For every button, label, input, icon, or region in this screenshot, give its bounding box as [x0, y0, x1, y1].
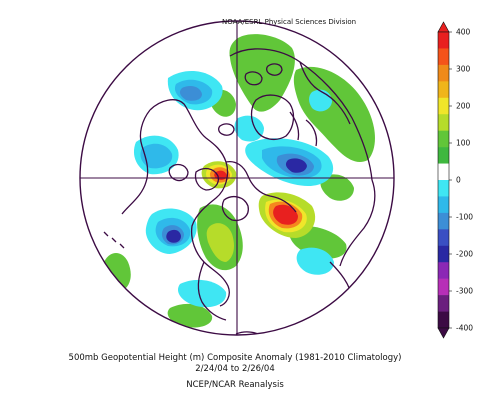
colorbar-top-arrow [437, 21, 450, 33]
colorbar-label: -300 [456, 286, 474, 296]
anomaly-field [102, 34, 375, 328]
colorbar-label: 300 [456, 64, 471, 74]
colorbar-swatch [438, 229, 449, 247]
colorbar-swatch [438, 81, 449, 99]
colorbar-label: -100 [456, 212, 474, 222]
colorbar-swatch [438, 147, 449, 164]
colorbar-swatch [438, 311, 449, 329]
colorbar-swatch [438, 212, 449, 230]
negative-strong-regions [166, 158, 307, 243]
colorbar-label: 0 [456, 175, 461, 185]
colorbar-label: 400 [456, 27, 471, 37]
colorbar-swatch [438, 48, 449, 66]
colorbar-swatch [438, 180, 449, 197]
colorbar-label: -200 [456, 249, 474, 259]
colorbar-swatch [438, 64, 449, 82]
coastlines [103, 48, 376, 335]
colorbar-swatch [438, 32, 449, 49]
colorbar-swatch [438, 114, 449, 131]
globe-outline [79, 20, 395, 336]
colorbar-swatch [438, 97, 449, 115]
colorbar-swatch [438, 262, 449, 279]
figure-title: 500mb Geopotential Height (m) Composite … [68, 353, 402, 363]
positive-green-regions [102, 34, 375, 328]
colorbar-swatch [438, 278, 449, 296]
colorbar-swatch [438, 130, 449, 148]
credit-text: NOAA/ESRL Physical Sciences Division [222, 18, 357, 26]
colorbar-label: 200 [456, 101, 471, 111]
colorbar-swatch [438, 295, 449, 312]
colorbar-label: 100 [456, 138, 471, 148]
colorbar [437, 21, 452, 339]
date-range: 2/24/04 to 2/26/04 [195, 364, 275, 374]
colorbar-bottom-arrow [437, 327, 450, 339]
colorbar-swatch [438, 245, 449, 263]
colorbar-label: -400 [456, 323, 474, 333]
colorbar-swatch [438, 196, 449, 214]
colorbar-swatch [438, 163, 449, 181]
source-label: NCEP/NCAR Reanalysis [186, 380, 284, 390]
